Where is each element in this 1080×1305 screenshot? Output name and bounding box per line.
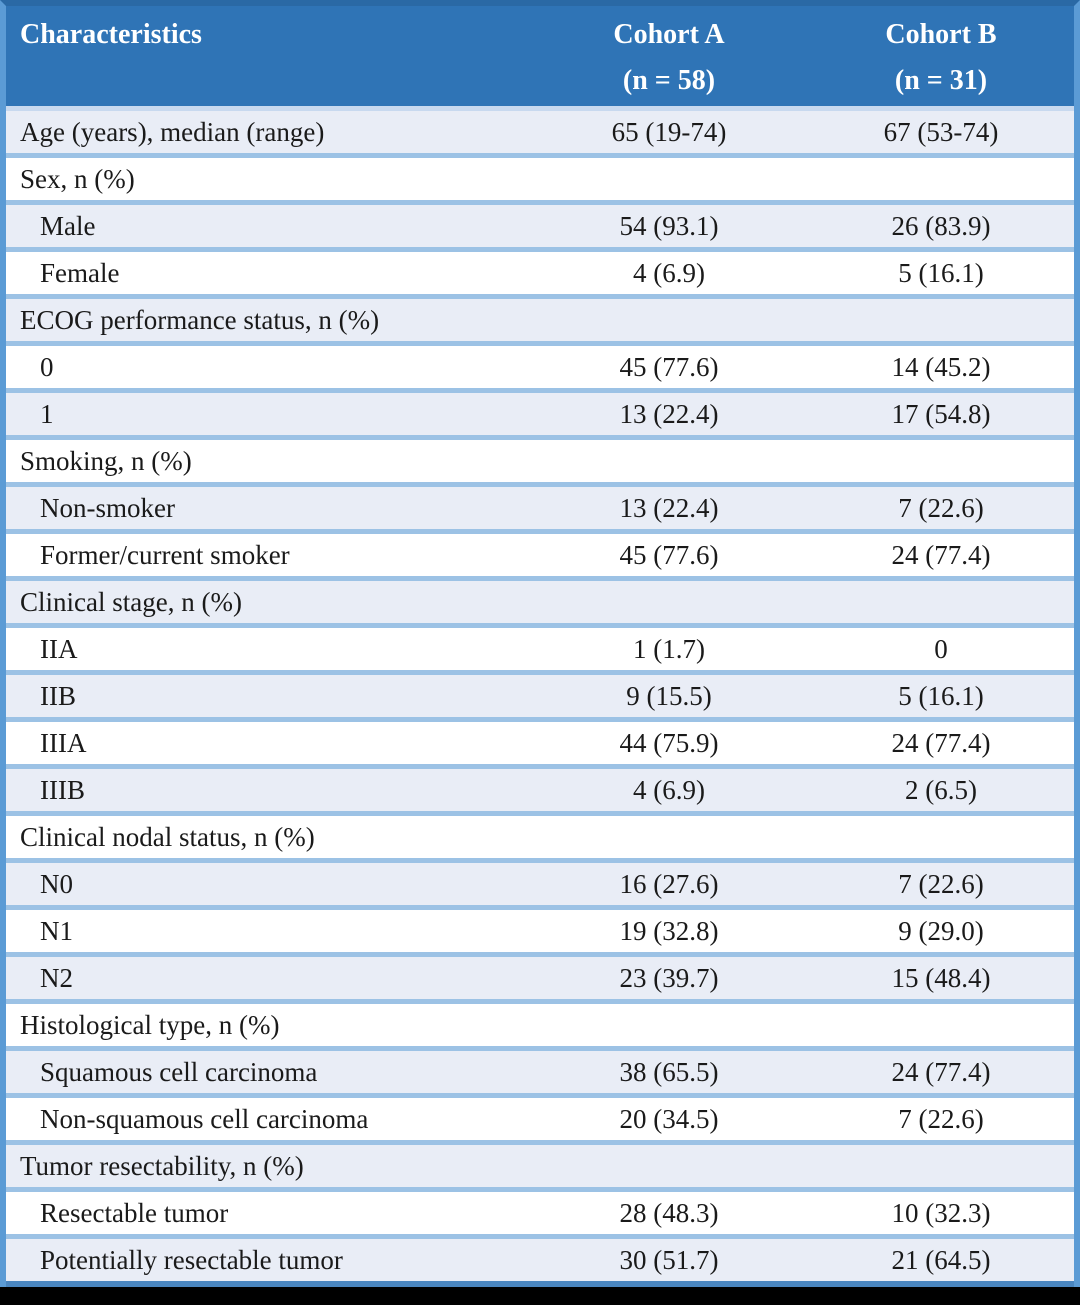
table-row: Non-smoker 13 (22.4) 7 (22.6) xyxy=(6,487,1074,534)
row-label: Female xyxy=(40,257,120,288)
cohort-a-value: 20 (34.5) xyxy=(619,1103,719,1134)
row-label: N1 xyxy=(40,915,73,946)
table-row: 0 45 (77.6) 14 (45.2) xyxy=(6,346,1074,393)
cohort-b-n: (n = 31) xyxy=(894,65,988,96)
cohort-a-value: 19 (32.8) xyxy=(619,915,719,946)
bottom-black-bar xyxy=(0,1287,1080,1305)
row-label: Clinical stage, n (%) xyxy=(20,586,242,617)
row-label: Non-smoker xyxy=(40,492,175,523)
row-label: Resectable tumor xyxy=(40,1197,229,1228)
table-row: 1 13 (22.4) 17 (54.8) xyxy=(6,393,1074,440)
row-label: Non-squamous cell carcinoma xyxy=(40,1103,369,1134)
row-label: IIA xyxy=(40,633,78,664)
row-label: 0 xyxy=(40,351,54,382)
row-label: Age (years), median (range) xyxy=(20,116,325,147)
cohort-a-title: Cohort A xyxy=(613,19,725,50)
row-label: Squamous cell carcinoma xyxy=(40,1056,318,1087)
table-row: N0 16 (27.6) 7 (22.6) xyxy=(6,863,1074,910)
table-header-row: Characteristics Cohort A (n = 58) Cohort… xyxy=(6,6,1074,106)
table-row: ECOG performance status, n (%) xyxy=(6,299,1074,346)
cohort-b-value: 24 (77.4) xyxy=(891,727,991,758)
cohort-b-value: 14 (45.2) xyxy=(891,351,991,382)
cohort-a-value: 16 (27.6) xyxy=(619,868,719,899)
row-label: Potentially resectable tumor xyxy=(40,1244,343,1275)
header-cohort-b: Cohort B (n = 31) xyxy=(808,6,1074,106)
table-row: Former/current smoker 45 (77.6) 24 (77.4) xyxy=(6,534,1074,581)
row-label: Histological type, n (%) xyxy=(20,1009,280,1040)
cohort-b-value: 21 (64.5) xyxy=(891,1244,991,1275)
table-row: Female 4 (6.9) 5 (16.1) xyxy=(6,252,1074,299)
header-characteristics: Characteristics xyxy=(20,19,202,50)
table-row: Clinical stage, n (%) xyxy=(6,581,1074,628)
cohort-a-n: (n = 58) xyxy=(622,65,716,96)
cohort-b-value: 17 (54.8) xyxy=(891,398,991,429)
table-row: Age (years), median (range) 65 (19-74) 67 … xyxy=(6,111,1074,158)
cohort-b-value: 10 (32.3) xyxy=(891,1197,991,1228)
row-label: IIB xyxy=(40,680,76,711)
cohort-a-value: 4 (6.9) xyxy=(633,774,705,805)
table-row: Resectable tumor 28 (48.3) 10 (32.3) xyxy=(6,1192,1074,1239)
cohort-a-value: 38 (65.5) xyxy=(619,1056,719,1087)
table-row: Smoking, n (%) xyxy=(6,440,1074,487)
table-body: Age (years), median (range) 65 (19-74) 67 … xyxy=(6,106,1074,1287)
cohort-a-value: 13 (22.4) xyxy=(619,492,719,523)
cohort-b-value: 5 (16.1) xyxy=(898,680,984,711)
cohort-a-value: 23 (39.7) xyxy=(619,962,719,993)
row-label: Tumor resectability, n (%) xyxy=(20,1150,304,1181)
cohort-b-value: 24 (77.4) xyxy=(891,1056,991,1087)
row-label: 1 xyxy=(40,398,54,429)
cohort-b-value: 9 (29.0) xyxy=(898,915,984,946)
cohort-b-value: 15 (48.4) xyxy=(891,962,991,993)
cohort-b-value: 0 xyxy=(934,633,948,664)
cohort-a-value: 1 (1.7) xyxy=(633,633,705,664)
table-row: Histological type, n (%) xyxy=(6,1004,1074,1051)
cohort-a-value: 28 (48.3) xyxy=(619,1197,719,1228)
cohort-b-value: 7 (22.6) xyxy=(898,1103,984,1134)
table-row: Clinical nodal status, n (%) xyxy=(6,816,1074,863)
row-label: IIIA xyxy=(40,727,87,758)
table-row: Potentially resectable tumor 30 (51.7) 21 … xyxy=(6,1239,1074,1287)
table-row: IIIB 4 (6.9) 2 (6.5) xyxy=(6,769,1074,816)
row-label: Smoking, n (%) xyxy=(20,445,192,476)
cohort-b-value: 26 (83.9) xyxy=(891,210,991,241)
cohort-b-title: Cohort B xyxy=(885,19,997,50)
table-row: Male 54 (93.1) 26 (83.9) xyxy=(6,205,1074,252)
cohort-b-value: 24 (77.4) xyxy=(891,539,991,570)
cohort-a-value: 45 (77.6) xyxy=(619,351,719,382)
table-row: Sex, n (%) xyxy=(6,158,1074,205)
table-row: Tumor resectability, n (%) xyxy=(6,1145,1074,1192)
row-label: Sex, n (%) xyxy=(20,163,135,194)
cohort-a-value: 30 (51.7) xyxy=(619,1244,719,1275)
row-label: N0 xyxy=(40,868,73,899)
row-label: Male xyxy=(40,210,96,241)
cohort-b-value: 5 (16.1) xyxy=(898,257,984,288)
row-label: Former/current smoker xyxy=(40,539,290,570)
cohort-b-value: 2 (6.5) xyxy=(905,774,977,805)
row-label: ECOG performance status, n (%) xyxy=(20,304,380,335)
cohort-a-value: 65 (19-74) xyxy=(611,116,727,147)
header-cohort-a: Cohort A (n = 58) xyxy=(530,6,808,106)
row-label: IIIB xyxy=(40,774,85,805)
table-row: Squamous cell carcinoma 38 (65.5) 24 (77.4… xyxy=(6,1051,1074,1098)
cohort-b-value: 7 (22.6) xyxy=(898,492,984,523)
table-row: IIB 9 (15.5) 5 (16.1) xyxy=(6,675,1074,722)
cohort-b-value: 67 (53-74) xyxy=(883,116,999,147)
table-row: Non-squamous cell carcinoma 20 (34.5) 7 (2… xyxy=(6,1098,1074,1145)
row-label: Clinical nodal status, n (%) xyxy=(20,821,315,852)
cohort-a-value: 54 (93.1) xyxy=(619,210,719,241)
cohort-a-value: 4 (6.9) xyxy=(633,257,705,288)
table-row: IIIA 44 (75.9) 24 (77.4) xyxy=(6,722,1074,769)
cohort-a-value: 13 (22.4) xyxy=(619,398,719,429)
table-row: N1 19 (32.8) 9 (29.0) xyxy=(6,910,1074,957)
table-row: IIA 1 (1.7) 0 xyxy=(6,628,1074,675)
row-label: N2 xyxy=(40,962,73,993)
cohort-a-value: 44 (75.9) xyxy=(619,727,719,758)
table-row: N2 23 (39.7) 15 (48.4) xyxy=(6,957,1074,1004)
cohort-a-value: 45 (77.6) xyxy=(619,539,719,570)
cohort-a-value: 9 (15.5) xyxy=(626,680,712,711)
cohort-b-value: 7 (22.6) xyxy=(898,868,984,899)
